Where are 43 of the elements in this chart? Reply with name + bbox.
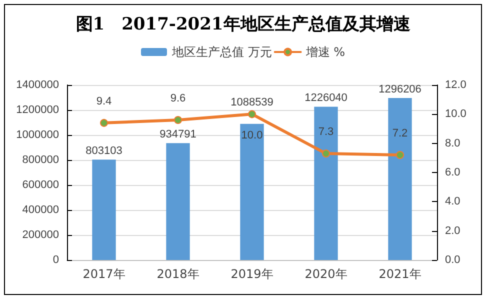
x-tick-label: 2019年	[230, 267, 274, 281]
y-tick-label: 400000	[22, 204, 59, 216]
x-tick-label: 2017年	[82, 267, 126, 281]
data-label: 9.6	[170, 92, 186, 104]
bar	[166, 143, 190, 260]
point	[322, 150, 330, 158]
data-label: 1296206	[378, 83, 422, 96]
data-label: 10.0	[241, 130, 263, 142]
y-tick-label: 1000000	[16, 129, 59, 141]
y-tick-label: 200000	[22, 229, 59, 241]
y2-tick-label: 4.0	[445, 196, 460, 208]
data-label: 7.3	[318, 126, 334, 138]
legend-label: 增速 %	[304, 45, 346, 59]
bar	[240, 124, 264, 260]
data-label: 1226040	[304, 92, 348, 104]
y2-tick-label: 10.0	[445, 108, 466, 120]
point	[174, 116, 182, 124]
x-tick-label: 2021年	[378, 267, 422, 281]
data-label: 803103	[86, 145, 122, 158]
bar	[314, 106, 338, 260]
x-tick-label: 2018年	[156, 267, 200, 281]
y-tick-label: 0	[52, 254, 59, 266]
y2-tick-label: 0.0	[445, 254, 460, 266]
y2-tick-label: 12.0	[445, 79, 466, 91]
y2-tick-label: 2.0	[445, 224, 460, 237]
bar	[92, 160, 116, 260]
data-label: 1088539	[230, 96, 274, 108]
chart-title: 图1 2017-2021年地区生产总值及其增速	[76, 14, 410, 34]
y-tick-label: 1400000	[16, 79, 59, 91]
y2-tick-label: 6.0	[445, 166, 460, 178]
y-tick-label: 1200000	[16, 104, 59, 116]
y2-tick-label: 8.0	[445, 137, 460, 150]
point	[396, 151, 404, 159]
legend-label: 地区生产总值 万元	[170, 45, 272, 59]
y-tick-label: 800000	[22, 154, 59, 166]
data-label: 9.4	[96, 95, 112, 108]
x-tick-label: 2020年	[304, 267, 348, 281]
data-label: 7.2	[392, 128, 408, 140]
point	[100, 118, 108, 127]
data-label: 934791	[160, 128, 196, 141]
y-tick-label: 600000	[22, 179, 59, 191]
bar	[388, 98, 412, 260]
point	[248, 110, 256, 118]
